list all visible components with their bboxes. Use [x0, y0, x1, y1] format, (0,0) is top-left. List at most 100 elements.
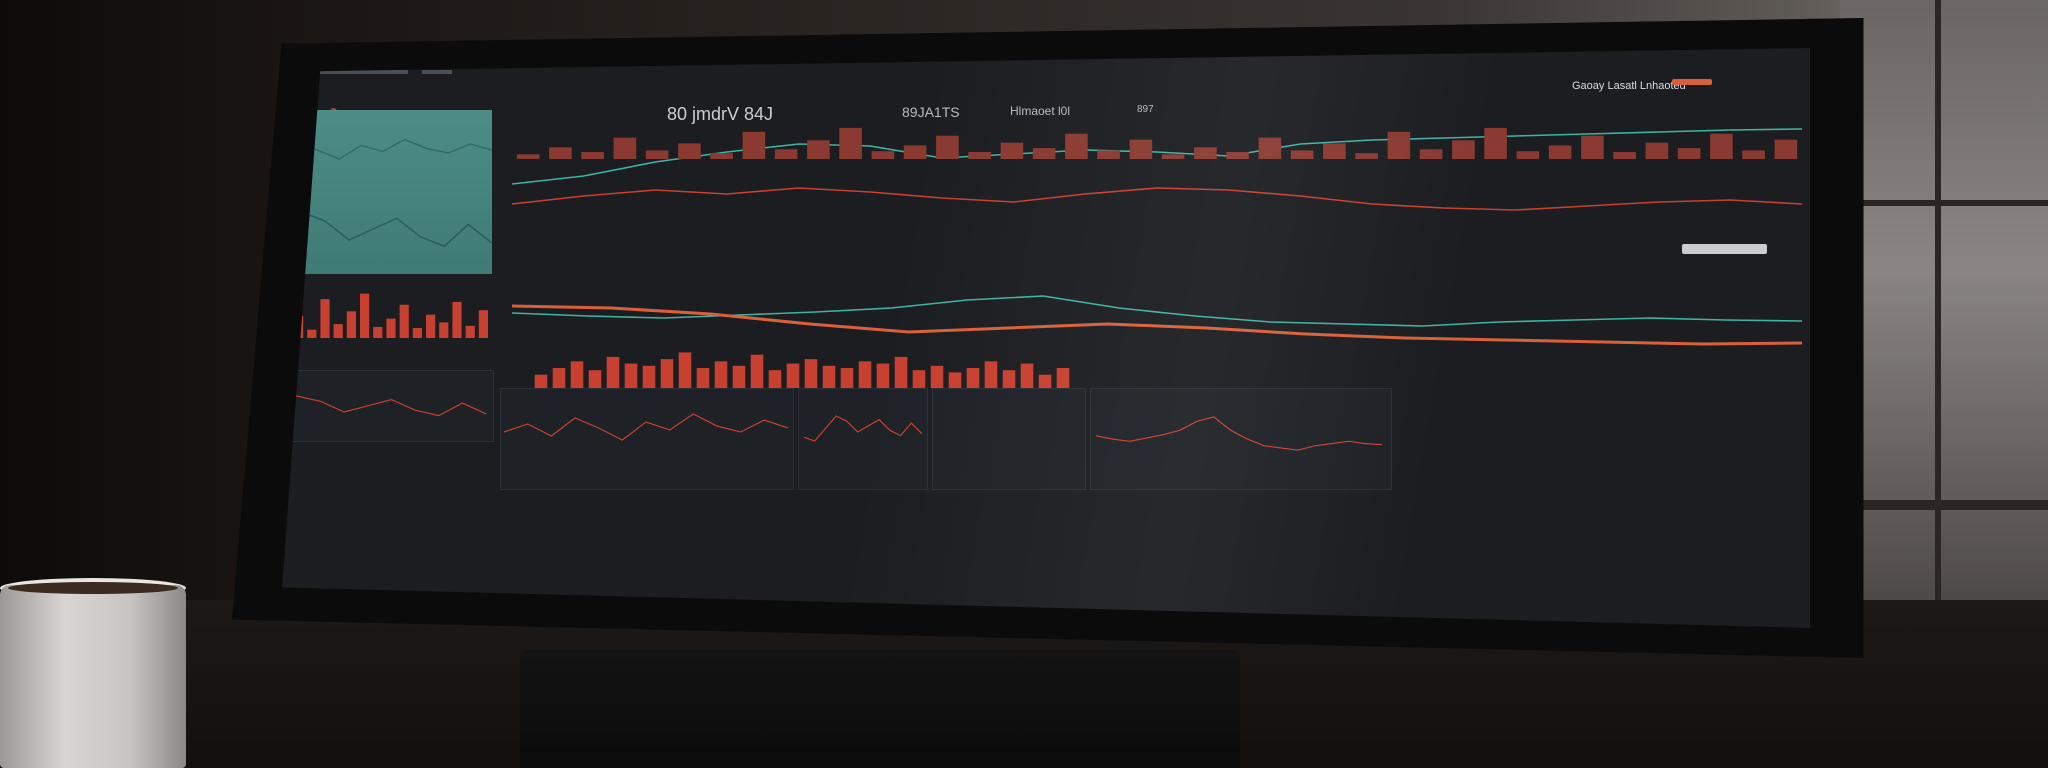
bar: [412, 328, 422, 338]
bar: [1032, 148, 1056, 159]
bar: [1097, 150, 1120, 159]
bar: [804, 359, 818, 388]
orange-progress: [1672, 79, 1712, 85]
filter-button[interactable]: [1682, 244, 1767, 254]
bar: [1323, 143, 1346, 159]
bar: [858, 361, 872, 388]
bar: [660, 359, 674, 388]
bar: [613, 137, 637, 159]
coffee-mug: [0, 585, 186, 768]
red-histogram: [534, 352, 1070, 388]
teal-line-chart-1: [282, 138, 493, 160]
red-bar-chart: [282, 293, 488, 338]
stat-value-4: 897: [1137, 104, 1154, 115]
bar: [624, 363, 638, 388]
bar: [642, 365, 656, 388]
bar: [516, 154, 540, 159]
teal-line-chart-2: [282, 211, 493, 257]
bar: [807, 140, 830, 159]
bar: [1774, 139, 1798, 159]
bar: [1020, 363, 1034, 388]
bar: [839, 127, 862, 159]
bar: [307, 329, 317, 338]
bar: [1000, 142, 1024, 159]
bar: [774, 149, 798, 159]
red-line-chart-small: [282, 395, 487, 422]
bottom-red-chart-1: [503, 413, 789, 441]
bar: [1355, 153, 1378, 159]
series-line: [282, 211, 493, 257]
bar: [606, 356, 620, 388]
series-line: [1095, 416, 1383, 451]
bar: [1419, 149, 1443, 159]
bar: [1613, 152, 1636, 159]
bar: [1516, 151, 1540, 159]
bar: [373, 326, 383, 338]
series-line: [511, 128, 1803, 185]
bar: [840, 368, 854, 388]
stat-value-1: 80 jmdrV 84J: [667, 104, 774, 124]
bar: [360, 293, 370, 338]
series-line: [511, 304, 1803, 346]
bar: [710, 153, 733, 159]
series-line: [503, 413, 789, 441]
bar: [1742, 150, 1765, 159]
bar: [768, 370, 782, 388]
bar: [346, 311, 356, 338]
bar: [903, 145, 927, 159]
bar: [426, 314, 436, 338]
bar: [984, 361, 998, 388]
bar: [588, 370, 602, 388]
bottom-panel-1: [500, 388, 794, 490]
bar: [1129, 139, 1153, 159]
bar: [465, 325, 475, 338]
bar: [1226, 152, 1249, 159]
bar: [552, 368, 566, 388]
bar: [534, 374, 548, 388]
bar: [1290, 150, 1314, 159]
stat-value-2: 89JA1TS: [902, 104, 960, 120]
bar: [912, 370, 926, 388]
bar: [696, 368, 710, 388]
bar: [1677, 148, 1701, 159]
nav-label-placeholder: [422, 70, 452, 74]
bar: [930, 365, 944, 388]
bar: [894, 356, 908, 388]
bar: [1194, 147, 1217, 159]
bar: [966, 368, 980, 388]
bar: [968, 152, 991, 159]
bar: [452, 301, 462, 338]
bar: [871, 151, 895, 159]
stat-value-3: Hlmaoet l0l: [1010, 104, 1071, 118]
series-line: [511, 295, 1803, 327]
bar: [1548, 145, 1572, 159]
bar: [320, 299, 330, 338]
bottom-red-chart-2: [803, 415, 923, 442]
bar: [570, 361, 584, 388]
bar: [742, 131, 766, 159]
small-chart-panel: [282, 370, 494, 442]
bar: [948, 372, 962, 388]
series-line: [282, 138, 493, 160]
series-line: [803, 415, 923, 442]
bar: [678, 352, 692, 388]
bar: [645, 150, 669, 159]
teal-chart-panel: [282, 110, 492, 274]
bar: [333, 324, 343, 338]
bar: [549, 147, 572, 159]
monitor-stand: [520, 650, 1240, 768]
bar: [1452, 140, 1475, 159]
bar: [732, 365, 746, 388]
bar: [399, 304, 409, 338]
bar: [1710, 133, 1733, 159]
bar: [478, 310, 488, 338]
bar: [1056, 368, 1070, 388]
bottom-panel-3: [932, 388, 1086, 490]
bar: [581, 152, 604, 159]
bar: [1065, 133, 1088, 159]
bar: [1484, 127, 1507, 159]
series-line: [511, 187, 1803, 211]
secondary-line-chart: [511, 295, 1803, 346]
bar: [1387, 131, 1411, 159]
bar: [1645, 142, 1669, 159]
